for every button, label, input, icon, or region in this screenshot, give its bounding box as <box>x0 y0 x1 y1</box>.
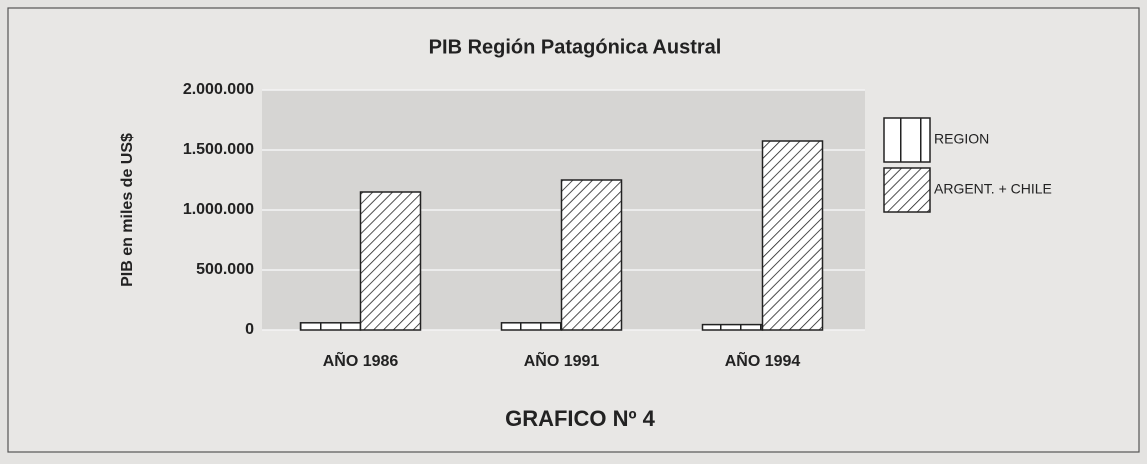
x-tick-label: AÑO 1986 <box>323 350 399 370</box>
y-tick-label: 1.000.000 <box>183 201 254 218</box>
chart-title: PIB Región Patagónica Austral <box>429 36 722 58</box>
x-tick-label: AÑO 1991 <box>524 350 600 370</box>
bar <box>359 191 422 331</box>
y-tick-label: 500.000 <box>196 261 254 278</box>
y-tick-label: 0 <box>245 321 254 338</box>
bar <box>500 322 563 331</box>
caption: GRAFICO Nº 4 <box>505 406 656 431</box>
bar <box>761 140 824 331</box>
bar <box>299 322 362 331</box>
y-axis-label: PIB en miles de US$ <box>119 133 136 287</box>
bar <box>560 179 623 331</box>
legend-label: REGION <box>934 131 989 147</box>
y-tick-label: 2.000.000 <box>183 81 254 98</box>
legend-swatch <box>883 167 931 213</box>
legend-swatch <box>883 117 931 163</box>
x-tick-label: AÑO 1994 <box>725 350 801 370</box>
y-tick-label: 1.500.000 <box>183 141 254 158</box>
legend-label: ARGENT. + CHILE <box>934 181 1052 197</box>
bar <box>701 323 764 331</box>
